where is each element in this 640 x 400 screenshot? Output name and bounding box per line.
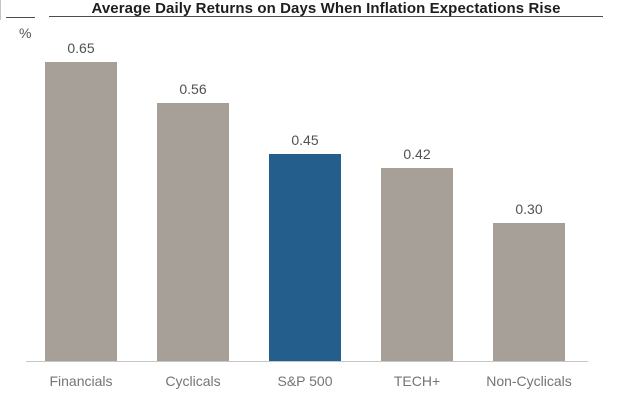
left-edge-tick — [0, 0, 1, 20]
y-axis-unit-label: % — [19, 25, 32, 41]
bar-value-label: 0.56 — [179, 81, 207, 97]
bar-value-label: 0.65 — [67, 40, 95, 56]
title-rule-left-segment — [6, 17, 35, 18]
bar — [381, 168, 453, 361]
category-label: S&P 500 — [277, 373, 333, 389]
bar-value-label: 0.42 — [403, 146, 431, 162]
bar — [45, 62, 117, 361]
bar-chart-plot-area: 0.65 Financials 0.56 Cyclicals 0.45 S&P 500 0.… — [45, 18, 572, 389]
bar-value-label: 0.30 — [515, 201, 543, 217]
category-label: Financials — [49, 373, 113, 389]
bar-column: 0.30 Non-Cyclicals — [486, 18, 572, 389]
category-label: TECH+ — [393, 373, 441, 389]
category-label: Non-Cyclicals — [486, 373, 572, 389]
bar-column: 0.56 Cyclicals — [157, 18, 229, 389]
category-label: Cyclicals — [165, 373, 221, 389]
bar-highlighted — [269, 154, 341, 361]
bar — [157, 103, 229, 361]
bar-column: 0.65 Financials — [45, 18, 117, 389]
x-axis-baseline — [26, 361, 588, 362]
bar-column: 0.42 TECH+ — [381, 18, 453, 389]
chart-title: Average Daily Returns on Days When Infla… — [49, 0, 603, 17]
bar — [493, 223, 565, 361]
bar-value-label: 0.45 — [291, 132, 319, 148]
bar-column: 0.45 S&P 500 — [269, 18, 341, 389]
